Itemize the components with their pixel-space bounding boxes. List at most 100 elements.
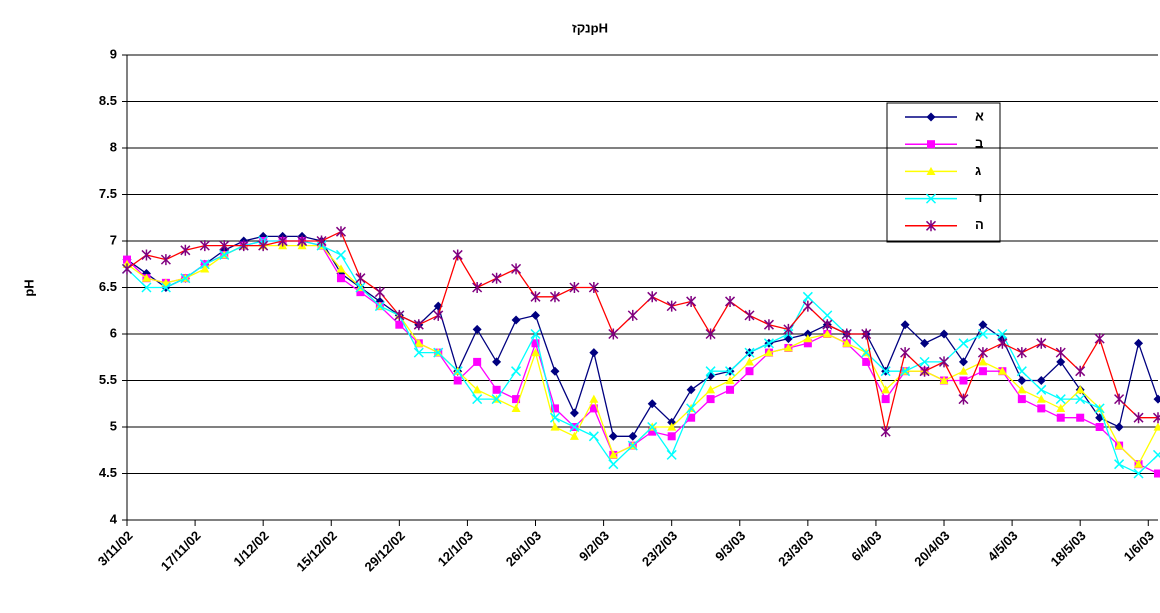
data-point [686, 403, 697, 414]
data-point [335, 249, 347, 260]
data-point [958, 338, 969, 349]
chart-title: נקזpH [572, 20, 608, 35]
marker-shape [1056, 403, 1066, 412]
data-point [1152, 449, 1160, 460]
marker-shape [433, 347, 444, 358]
data-point [880, 426, 891, 438]
marker-shape [783, 343, 793, 352]
data-point [744, 309, 755, 321]
legend-box [886, 102, 1001, 243]
marker-shape [900, 320, 910, 330]
data-point [549, 412, 560, 423]
marker-shape [180, 244, 191, 256]
marker-shape [160, 282, 171, 293]
marker-shape [1075, 394, 1086, 405]
marker-shape [569, 421, 580, 433]
legend-marker [927, 140, 935, 149]
data-point [764, 348, 774, 357]
marker-shape [511, 366, 522, 377]
marker-shape [569, 282, 580, 293]
legend-marker [926, 166, 936, 175]
marker-shape [939, 329, 949, 339]
data-point [1134, 459, 1144, 468]
data-point [141, 249, 152, 261]
marker-shape [608, 431, 618, 441]
data-point [1114, 441, 1124, 450]
marker-shape [530, 328, 541, 340]
data-point [1075, 394, 1086, 405]
legend-label: ה [975, 217, 984, 232]
data-point [1133, 468, 1144, 479]
marker-shape [395, 320, 404, 329]
data-point [588, 431, 599, 442]
marker-shape [667, 432, 676, 441]
marker-shape [374, 286, 385, 298]
marker-shape [588, 431, 599, 442]
data-point [1114, 459, 1125, 470]
marker-shape [1037, 404, 1046, 413]
marker-shape [608, 328, 619, 340]
data-point [958, 357, 968, 367]
marker-shape [452, 366, 463, 377]
marker-shape [628, 431, 638, 441]
marker-shape [978, 320, 988, 330]
marker-shape [1153, 394, 1160, 404]
y-tick-label: 5.5 [99, 372, 117, 387]
marker-shape [861, 328, 872, 340]
data-point [160, 282, 171, 293]
marker-shape [880, 426, 891, 438]
marker-shape [452, 249, 463, 261]
data-point [1037, 404, 1046, 413]
data-point [374, 301, 385, 312]
marker-shape [925, 220, 937, 232]
data-point [569, 431, 579, 440]
data-point [1056, 357, 1066, 367]
data-point [1095, 423, 1104, 431]
x-tick-label: 9/3/03 [712, 528, 748, 564]
data-point [530, 291, 541, 303]
data-point [238, 240, 249, 252]
data-point [588, 282, 599, 293]
x-tick-label: 3/11/02 [95, 528, 136, 569]
data-point [433, 309, 444, 321]
data-point [531, 348, 541, 357]
marker-shape [919, 356, 930, 367]
marker-shape [414, 338, 424, 347]
data-point [356, 288, 365, 297]
marker-shape [841, 328, 852, 340]
data-point [200, 264, 210, 273]
y-tick-label: 4.5 [99, 465, 117, 480]
data-point [841, 328, 852, 340]
marker-shape [199, 240, 210, 252]
data-point [1075, 385, 1085, 394]
marker-shape [1017, 385, 1027, 394]
marker-shape [277, 235, 288, 247]
marker-shape [1133, 412, 1144, 424]
data-point [648, 427, 657, 436]
data-point [569, 282, 580, 293]
data-point [452, 366, 463, 377]
marker-shape [725, 295, 736, 307]
data-point [180, 244, 191, 256]
marker-shape [900, 347, 911, 359]
marker-shape [1076, 413, 1085, 422]
marker-shape [1094, 333, 1105, 345]
data-point [939, 329, 949, 339]
marker-shape [1152, 449, 1160, 460]
data-point [297, 235, 308, 247]
data-point [822, 329, 832, 338]
marker-shape [491, 272, 502, 284]
marker-shape [687, 413, 696, 422]
marker-shape [803, 339, 812, 348]
marker-shape [531, 310, 541, 320]
marker-shape [549, 412, 560, 423]
data-point [900, 347, 911, 359]
marker-shape [1036, 337, 1047, 349]
marker-shape [881, 385, 891, 394]
marker-shape [258, 240, 269, 252]
x-tick-label: 4/5/03 [984, 528, 1020, 564]
x-tick-label: 9/2/03 [576, 528, 612, 564]
marker-shape [199, 259, 210, 270]
data-point [374, 286, 385, 298]
data-point [1017, 385, 1027, 394]
